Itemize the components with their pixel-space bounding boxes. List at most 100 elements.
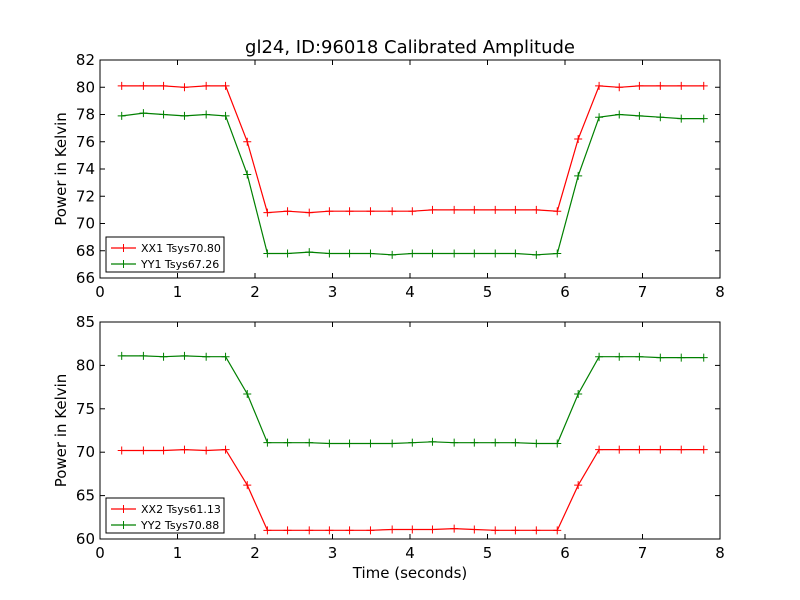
data-point [553,439,562,448]
y-axis-label: Power in Kelvin [52,374,70,488]
legend-marker [119,244,128,252]
data-point [408,525,417,534]
data-point [656,81,665,90]
data-point [243,481,252,490]
data-point [221,352,230,361]
data-point [677,353,686,362]
data-point [263,526,272,535]
data-point [202,352,211,361]
data-point [428,249,437,258]
y-tick-label: 70 [76,215,95,233]
data-point [511,205,520,214]
legend-label: XX1 Tsys70.80 [141,242,221,255]
data-point [366,439,375,448]
y-tick-label: 75 [76,400,95,418]
data-point [221,81,230,90]
data-point [491,526,500,535]
y-tick-label: 72 [76,187,95,205]
data-point [635,111,644,120]
data-point [388,250,397,259]
data-point [202,446,211,455]
x-axis-label: Time (seconds) [352,564,468,582]
plot-frame [99,321,721,540]
data-point [615,352,624,361]
data-point [117,446,126,455]
data-point [595,81,604,90]
data-point [305,438,314,447]
legend-box [105,497,225,534]
data-point [408,207,417,216]
data-point [180,445,189,454]
data-point [180,83,189,92]
data-point [283,438,292,447]
data-point [159,81,168,90]
y-tick-label: 70 [76,443,95,461]
x-tick-label: 8 [715,283,725,301]
data-point [615,83,624,92]
data-point [553,207,562,216]
data-point [450,524,459,533]
data-point [615,445,624,454]
chart-panel-2: 0 1 2 3 4 5 6 7 8 60 65 70 75 80 85 Power in Kelvin XX2 … [52,313,725,562]
data-point [325,249,334,258]
data-point [243,170,252,179]
y-tick-label: 74 [76,160,95,178]
data-point [656,353,665,362]
data-point [699,445,708,454]
data-point [532,250,541,259]
data-point [139,446,148,455]
data-point [159,110,168,119]
data-point [221,111,230,120]
data-point [305,208,314,217]
data-point [428,437,437,446]
legend-label: XX2 Tsys61.13 [141,503,221,516]
plot-frame [99,59,721,279]
data-point [366,526,375,535]
data-point [595,352,604,361]
x-tick-label: 6 [560,283,570,301]
data-point [532,526,541,535]
y-tick-label: 66 [76,269,95,287]
x-tick-label: 1 [173,544,183,562]
data-point [345,249,354,258]
x-tick-label: 5 [483,283,493,301]
data-point [656,445,665,454]
data-point [345,207,354,216]
data-point [325,439,334,448]
y-tick-label: 78 [76,106,95,124]
data-point [595,113,604,122]
data-point [699,353,708,362]
data-point [677,81,686,90]
data-point [221,445,230,454]
data-point [305,526,314,535]
data-point [159,446,168,455]
data-point [139,109,148,118]
legend-marker [119,505,128,513]
data-point [366,249,375,258]
legend: XX2 Tsys61.13 YY2 Tsys70.88 [105,497,225,534]
data-point [491,249,500,258]
y-tick-label: 82 [76,51,95,69]
data-point [202,110,211,119]
data-point [635,352,644,361]
y-tick-label: 85 [76,313,95,331]
data-point [388,207,397,216]
data-point [139,351,148,360]
x-tick-label: 7 [638,283,648,301]
data-point [574,171,583,180]
data-point [677,114,686,123]
y-tick-label: 68 [76,242,95,260]
x-tick-label: 1 [173,283,183,301]
data-point [470,249,479,258]
x-tick-label: 3 [328,544,338,562]
y-axis-label: Power in Kelvin [52,112,70,226]
data-point [511,249,520,258]
x-tick-label: 4 [405,283,415,301]
data-point [408,249,417,258]
data-point [470,525,479,534]
legend-label: YY1 Tsys67.26 [140,258,219,271]
data-point [450,205,459,214]
data-point [574,390,583,399]
